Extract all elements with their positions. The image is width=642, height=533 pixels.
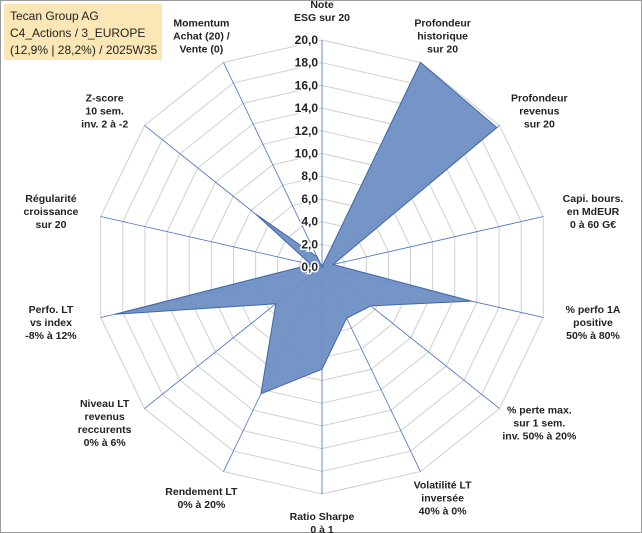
category-label: Z-score 10 sem. inv. 2 à -2 <box>81 93 128 131</box>
category-label-line: Achat (20) / <box>173 30 230 42</box>
category-label-line: Profondeur <box>414 17 471 29</box>
category-label-line: croissance <box>24 206 79 218</box>
category-label-line: vs index <box>30 317 72 329</box>
category-label-line: Vente (0) <box>179 43 223 55</box>
y-tick-label: 18,0 <box>295 56 319 70</box>
data-area <box>114 61 498 395</box>
category-label-line: sur 20 <box>427 43 458 55</box>
category-label-line: Capi. bours. <box>563 193 624 205</box>
category-label-line: 50% à 80% <box>566 330 620 342</box>
category-label-line: positive <box>573 317 613 329</box>
category-label: Momentum Achat (20) / Vente (0) <box>173 17 230 55</box>
category-label-line: Volatilité LT <box>414 480 473 492</box>
category-label-line: % perte max. <box>507 404 572 416</box>
y-tick-label: 12,0 <box>295 124 319 138</box>
category-label-line: 0% à 20% <box>177 499 226 511</box>
category-label-line: historique <box>417 30 468 42</box>
y-tick-label: 4,0 <box>301 215 318 229</box>
category-label-line: 10 sem. <box>85 106 124 118</box>
category-label-line: Ratio Sharpe <box>290 511 355 523</box>
category-label-line: reccurents <box>78 424 132 436</box>
category-label: % perfo 1A positive 50% à 80% <box>566 304 621 342</box>
category-label-line: 0% à 6% <box>84 437 127 449</box>
category-label: Régularité croissance sur 20 <box>24 193 79 231</box>
category-label-line: -8% à 12% <box>25 330 77 342</box>
category-label-line: Z-score <box>86 93 124 105</box>
y-tick-label: 2,0 <box>301 237 318 251</box>
title: (12,9% | 28,2%) / 2025W35 <box>10 43 158 57</box>
category-label: Volatilité LT inversée 40% à 0% <box>414 480 473 518</box>
axis-line <box>321 216 544 268</box>
category-label-line: % perfo 1A <box>566 304 621 316</box>
category-label-line: ESG sur 20 <box>294 12 350 24</box>
y-tick-label: 20,0 <box>295 33 319 47</box>
category-label-line: Momentum <box>173 17 229 29</box>
y-tick-label: 10,0 <box>295 147 319 161</box>
category-label-line: revenus <box>85 411 125 423</box>
y-tick-label: 6,0 <box>301 192 318 206</box>
category-label-line: revenus <box>519 106 559 118</box>
category-label-line: Profondeur <box>511 93 568 105</box>
category-label-line: 0 à 1 <box>310 524 334 533</box>
category-label-line: sur 1 sem. <box>513 417 565 429</box>
category-label-line: Rendement LT <box>165 486 238 498</box>
category-label-line: 40% à 0% <box>419 506 468 518</box>
y-tick-label: 0,0 <box>301 260 318 274</box>
y-tick-label: 14,0 <box>295 101 319 115</box>
category-label-line: Niveau LT <box>80 398 130 410</box>
category-label-line: inversée <box>421 493 464 505</box>
y-tick-label: 16,0 <box>295 78 319 92</box>
category-label-line: sur 20 <box>36 219 67 231</box>
title-box <box>4 4 162 60</box>
category-label: Niveau LT revenus reccurents 0% à 6% <box>78 398 132 449</box>
axis-line <box>100 216 323 268</box>
category-label-line: inv. 2 à -2 <box>81 119 128 131</box>
category-label-line: Régularité <box>25 193 77 205</box>
category-label-line: inv. 50% à 20% <box>502 430 577 442</box>
category-label: Ratio Sharpe 0 à 1 <box>290 511 355 533</box>
category-label-line: 0 à 60 G€ <box>570 219 616 231</box>
axis-line <box>223 62 323 268</box>
title: Tecan Group AG <box>10 9 99 23</box>
category-label: Profondeur revenus sur 20 <box>511 93 568 131</box>
category-label: Note ESG sur 20 <box>294 0 350 24</box>
title: C4_Actions / 3_EUROPE <box>10 26 145 40</box>
category-label-line: Perfo. LT <box>29 304 74 316</box>
category-label: % perte max. sur 1 sem. inv. 50% à 20% <box>502 404 577 442</box>
category-label: Capi. bours. en MdEUR 0 à 60 G€ <box>563 193 624 231</box>
category-label-line: en MdEUR <box>567 206 620 218</box>
category-label-line: sur 20 <box>524 119 555 131</box>
category-label: Perfo. LT vs index -8% à 12% <box>25 304 77 342</box>
category-label: Rendement LT 0% à 20% <box>165 486 238 511</box>
category-label: Profondeur historique sur 20 <box>414 17 471 55</box>
category-label-line: Note <box>310 0 333 11</box>
y-tick-label: 8,0 <box>301 169 318 183</box>
